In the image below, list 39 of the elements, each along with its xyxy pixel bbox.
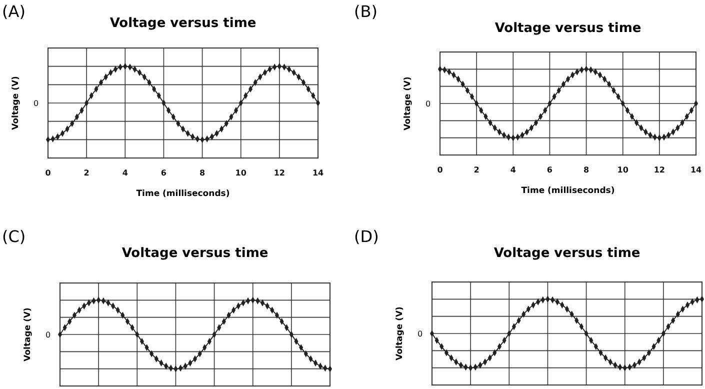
text: (D) bbox=[354, 227, 379, 246]
text: (C) bbox=[2, 227, 26, 246]
chart-title: Voltage versus time bbox=[122, 246, 268, 261]
point bbox=[316, 100, 320, 106]
text: 0 bbox=[417, 330, 423, 338]
x-tick-label: 8 bbox=[199, 168, 206, 178]
point bbox=[58, 331, 62, 338]
x-axis-title: Time (milliseconds) bbox=[136, 189, 230, 199]
x-tick-label: 8 bbox=[583, 166, 590, 175]
text: 0 bbox=[45, 330, 51, 340]
x-tick-label: 14 bbox=[312, 168, 324, 178]
text: (A) bbox=[2, 2, 26, 21]
x-tick-label: 12 bbox=[274, 168, 285, 178]
y-axis-title: Voltage (V) bbox=[403, 76, 413, 130]
x-tick-label: 10 bbox=[235, 168, 247, 178]
chart-title: Voltage versus time bbox=[110, 16, 256, 31]
x-tick-label: 12 bbox=[654, 166, 665, 175]
text: 0 bbox=[33, 99, 39, 108]
x-tick-label: 6 bbox=[160, 168, 167, 178]
y-axis-title: Voltage (V) bbox=[395, 306, 405, 360]
point bbox=[430, 330, 434, 337]
point bbox=[598, 72, 602, 78]
chart-title: Voltage versus time bbox=[494, 246, 640, 261]
chart-title: Voltage versus time bbox=[494, 21, 642, 36]
x-axis-title: Time (milliseconds) bbox=[521, 186, 615, 196]
point bbox=[694, 100, 698, 107]
x-tick-label: 4 bbox=[122, 168, 128, 178]
y-axis-title: Voltage (V) bbox=[23, 307, 33, 362]
y-axis-title: Voltage (V) bbox=[11, 76, 21, 130]
x-tick-label: 0 bbox=[437, 166, 444, 175]
x-tick-label: 4 bbox=[510, 166, 516, 175]
text: 0 bbox=[425, 100, 431, 108]
x-tick-label: 14 bbox=[690, 166, 702, 175]
x-tick-label: 6 bbox=[546, 166, 553, 175]
x-tick-label: 2 bbox=[84, 168, 90, 178]
text: (B) bbox=[354, 2, 378, 21]
x-tick-label: 10 bbox=[617, 166, 629, 175]
x-tick-label: 2 bbox=[474, 166, 480, 175]
x-tick-label: 0 bbox=[45, 168, 52, 178]
